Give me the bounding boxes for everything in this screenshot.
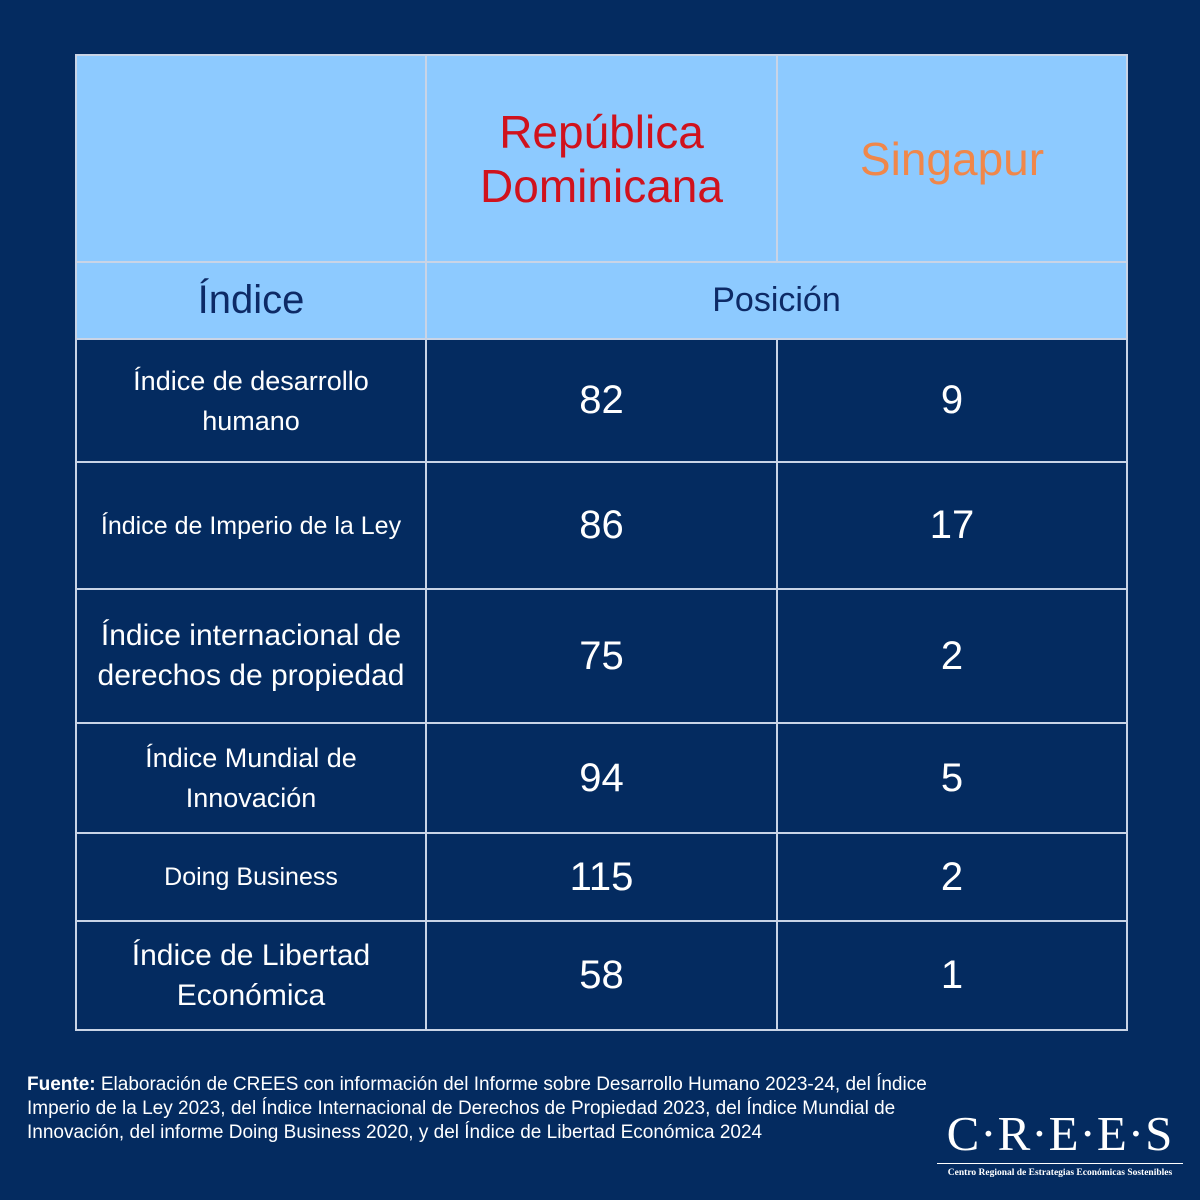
table-row: Índice de desarrollo humano 82 9	[75, 338, 1128, 463]
index-label: Índice de Libertad Económica	[75, 920, 427, 1031]
logo-subtitle: Centro Regional de Estrategias Económica…	[947, 1168, 1173, 1178]
sg-position: 9	[776, 338, 1128, 463]
sg-position: 2	[776, 588, 1128, 724]
index-label: Índice de Imperio de la Ley	[75, 461, 427, 590]
index-column-header: Índice	[75, 261, 427, 340]
index-label: Índice internacional de derechos de prop…	[75, 588, 427, 724]
rd-position: 82	[425, 338, 778, 463]
rd-position: 75	[425, 588, 778, 724]
table-row: Índice de Imperio de la Ley 86 17	[75, 461, 1128, 590]
sg-position: 5	[776, 722, 1128, 834]
index-header-row: Índice Posición	[75, 261, 1128, 340]
country-header-row: República Dominicana Singapur	[75, 54, 1128, 263]
sg-position: 1	[776, 920, 1128, 1031]
ranking-table: República Dominicana Singapur Índice Pos…	[75, 54, 1128, 1031]
position-column-header: Posición	[425, 261, 1128, 340]
source-note: Fuente: Elaboración de CREES con informa…	[27, 1073, 932, 1145]
rd-position: 58	[425, 920, 778, 1031]
logo-wordmark: C·R·E·E·S	[946, 1106, 1174, 1161]
index-label: Índice Mundial de Innovación	[75, 722, 427, 834]
index-label: Índice de desarrollo humano	[75, 338, 427, 463]
source-text: Elaboración de CREES con información del…	[27, 1074, 927, 1143]
table-row: Índice internacional de derechos de prop…	[75, 588, 1128, 724]
index-label: Doing Business	[75, 832, 427, 922]
empty-header-cell	[75, 54, 427, 263]
table-row: Índice Mundial de Innovación 94 5	[75, 722, 1128, 834]
crees-logo: C·R·E·E·S Centro Regional de Estrategias…	[935, 1108, 1185, 1179]
sg-position: 17	[776, 461, 1128, 590]
table-row: Índice de Libertad Económica 58 1	[75, 920, 1128, 1031]
logo-divider	[937, 1163, 1183, 1164]
rd-position: 115	[425, 832, 778, 922]
source-label: Fuente:	[27, 1074, 96, 1095]
country-2-header: Singapur	[776, 54, 1128, 263]
table-row: Doing Business 115 2	[75, 832, 1128, 922]
country-1-header: República Dominicana	[425, 54, 778, 263]
rd-position: 94	[425, 722, 778, 834]
sg-position: 2	[776, 832, 1128, 922]
rd-position: 86	[425, 461, 778, 590]
